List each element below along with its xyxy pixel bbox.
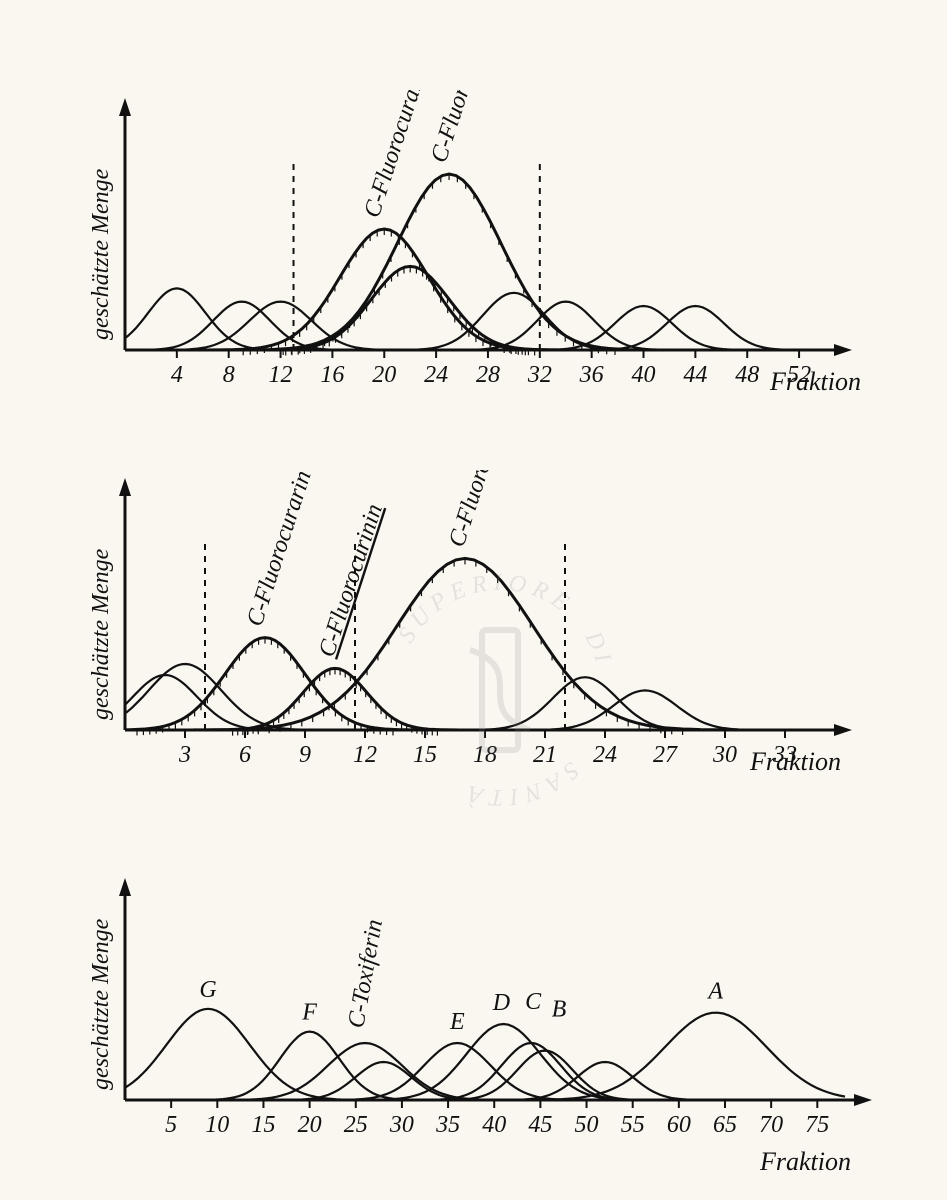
tick-label: 15 (413, 742, 437, 768)
peak-p4 (208, 229, 561, 350)
tick-label: 24 (593, 742, 617, 768)
tick-label: 6 (239, 742, 251, 768)
peak-label-F: F (301, 1000, 317, 1026)
tick-label: 3 (178, 742, 191, 768)
peak-label-A: A (706, 979, 723, 1005)
peak-label-p5: C-Fluorocurin (444, 470, 512, 550)
panel-b-curves (125, 558, 773, 735)
tick-label: 55 (621, 1112, 645, 1138)
tick-label: 18 (473, 742, 497, 768)
peak-label-p4: C-Fluorocurinin (314, 501, 388, 660)
tick-label: 12 (353, 742, 377, 768)
tick-label: 28 (476, 362, 500, 388)
tick-label: 35 (435, 1112, 460, 1138)
tick-label: 25 (344, 1112, 368, 1138)
peak-C (413, 1043, 649, 1100)
panel-c-ticks: 5 10 15 20 25 30 35 40 45 50 55 60 65 70 75 (165, 1100, 829, 1138)
tick-label: 20 (372, 362, 396, 388)
tick-label: 50 (575, 1112, 599, 1138)
tick-label: 75 (805, 1112, 829, 1138)
peak-label-G: G (199, 977, 216, 1003)
tick-label: 65 (713, 1112, 737, 1138)
peak-label-E: E (449, 1009, 465, 1035)
panel-a-curves (125, 174, 809, 356)
peak-p4 (207, 668, 463, 730)
tick-label: 10 (205, 1112, 229, 1138)
panel-a-ticks: 481216202428323640444852 (171, 350, 811, 388)
tick-label: 16 (320, 362, 344, 388)
tick-label: 20 (298, 1112, 322, 1138)
tick-label: 30 (389, 1112, 414, 1138)
tick-label: 4 (171, 362, 183, 388)
tick-label: 40 (632, 362, 656, 388)
peak-p6 (242, 174, 657, 350)
peak-label-C: C (525, 989, 542, 1015)
panel-c-xlabel: Fraktion (759, 1147, 851, 1176)
peak-p1 (125, 288, 291, 350)
tick-label: 44 (683, 362, 707, 388)
peak-F (192, 1032, 428, 1100)
tick-label: 60 (667, 1112, 691, 1138)
panel-b: geschätzte Menge b 3691215182124273033 C… (70, 470, 880, 810)
tick-label: 8 (223, 362, 235, 388)
peak-label-p4: C-Fluorocurarin (359, 90, 434, 221)
panel-c-ylabel: geschätzte Menge (88, 918, 114, 1090)
peak-p9 (529, 306, 757, 350)
tick-label: 21 (533, 742, 557, 768)
tick-label: 27 (653, 742, 678, 768)
panel-a-xlabel: Fraktion (769, 367, 861, 396)
tick-label: 40 (482, 1112, 506, 1138)
panel-a-axes (119, 98, 852, 356)
peak-label-B: B (552, 997, 567, 1023)
panel-b-ylabel: geschätzte Menge (88, 548, 114, 720)
tick-label: 15 (251, 1112, 275, 1138)
panel-a: geschätzte Menge a 481216202428323640444… (70, 90, 880, 430)
tick-label: 5 (165, 1112, 177, 1138)
panel-a-peak-labels: C-FluorocurarinC-Fluorocurin (359, 90, 494, 221)
peak-label-CT: C-Toxiferin (343, 917, 388, 1030)
tick-label: 48 (735, 362, 759, 388)
tick-label: 32 (527, 362, 552, 388)
tick-label: 12 (269, 362, 293, 388)
panel-c-peak-labels: G F C-Toxiferin E DCB A (199, 917, 723, 1035)
panel-c: geschätzte Menge c 510152025303540455055… (70, 870, 880, 1190)
peak-p10 (581, 306, 809, 350)
figure-page: { "figure": { "background_color": "#faf7… (0, 0, 947, 1200)
panel-b-peak-labels: C-FluorocurarinC-Fluorocurinin C-Fluorocu… (242, 470, 512, 660)
panel-c-curves (125, 1009, 845, 1100)
tick-label: 70 (759, 1112, 783, 1138)
panel-b-xlabel: Fraktion (749, 747, 841, 776)
peak-label-p3: C-Fluorocurarin (242, 470, 317, 629)
panel-a-ylabel: geschätzte Menge (88, 168, 114, 340)
tick-label: 36 (579, 362, 604, 388)
tick-label: 45 (528, 1112, 552, 1138)
tick-label: 24 (424, 362, 448, 388)
tick-label: 30 (712, 742, 737, 768)
peak-label-D: D (492, 990, 510, 1016)
tick-label: 9 (299, 742, 311, 768)
panel-b-ticks: 3691215182124273033 (178, 730, 797, 768)
peak-label-p6: C-Fluorocurin (426, 90, 494, 166)
